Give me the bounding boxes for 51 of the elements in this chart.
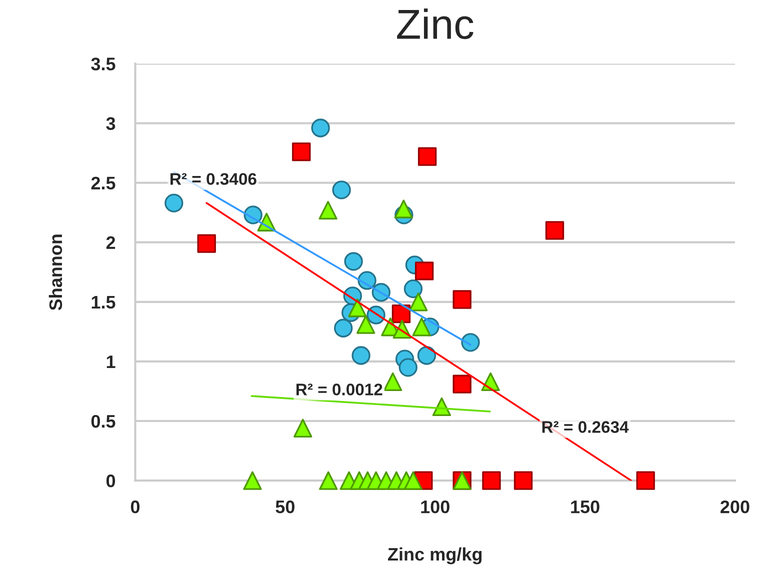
point [404,279,423,298]
point [311,118,330,138]
point [318,200,338,220]
point [164,194,184,212]
y-axis-title: Shannon [48,234,62,310]
annotation: R² = 0.3406 [170,173,256,185]
y-tick-label: 3.5 [91,58,116,70]
y-tick-label: 0.5 [91,414,116,428]
x-tick-label: 0 [130,500,140,514]
chart-title: Zinc [397,8,474,40]
point [636,471,655,490]
point [348,298,367,318]
x-axis-title: Zinc mg/kg [388,547,482,564]
point [417,346,436,365]
y-tick-label: 3 [106,117,116,130]
point [356,315,376,334]
point [461,333,480,352]
point [452,374,472,394]
y-tick-label: 1 [106,356,116,368]
point [352,346,370,365]
x-tick-label: 150 [571,500,600,514]
point [482,471,501,490]
point [412,318,431,336]
annotation: R² = 0.0012 [296,384,382,396]
point [383,372,402,392]
point [319,471,338,490]
point [414,262,434,280]
x-tick-label: 200 [720,500,750,514]
x-tick-label: 50 [276,500,294,514]
point [344,252,363,271]
point [514,471,533,490]
point [545,221,564,240]
point [408,292,428,312]
point [294,418,312,438]
point [332,180,351,200]
point [398,358,418,377]
point [392,304,411,324]
annotation: R² = 0.2634 [542,421,629,433]
point [394,200,413,218]
point [197,234,216,253]
point [452,290,472,309]
point [292,142,311,162]
point [418,147,437,166]
point [243,471,262,490]
y-tick-label: 2 [106,236,116,249]
point [334,318,353,338]
y-tick-label: 0 [106,474,116,488]
y-tick-label: 1.5 [92,296,116,309]
x-tick-label: 100 [421,500,450,514]
y-tick-label: 2.5 [91,176,116,190]
point [404,471,423,490]
